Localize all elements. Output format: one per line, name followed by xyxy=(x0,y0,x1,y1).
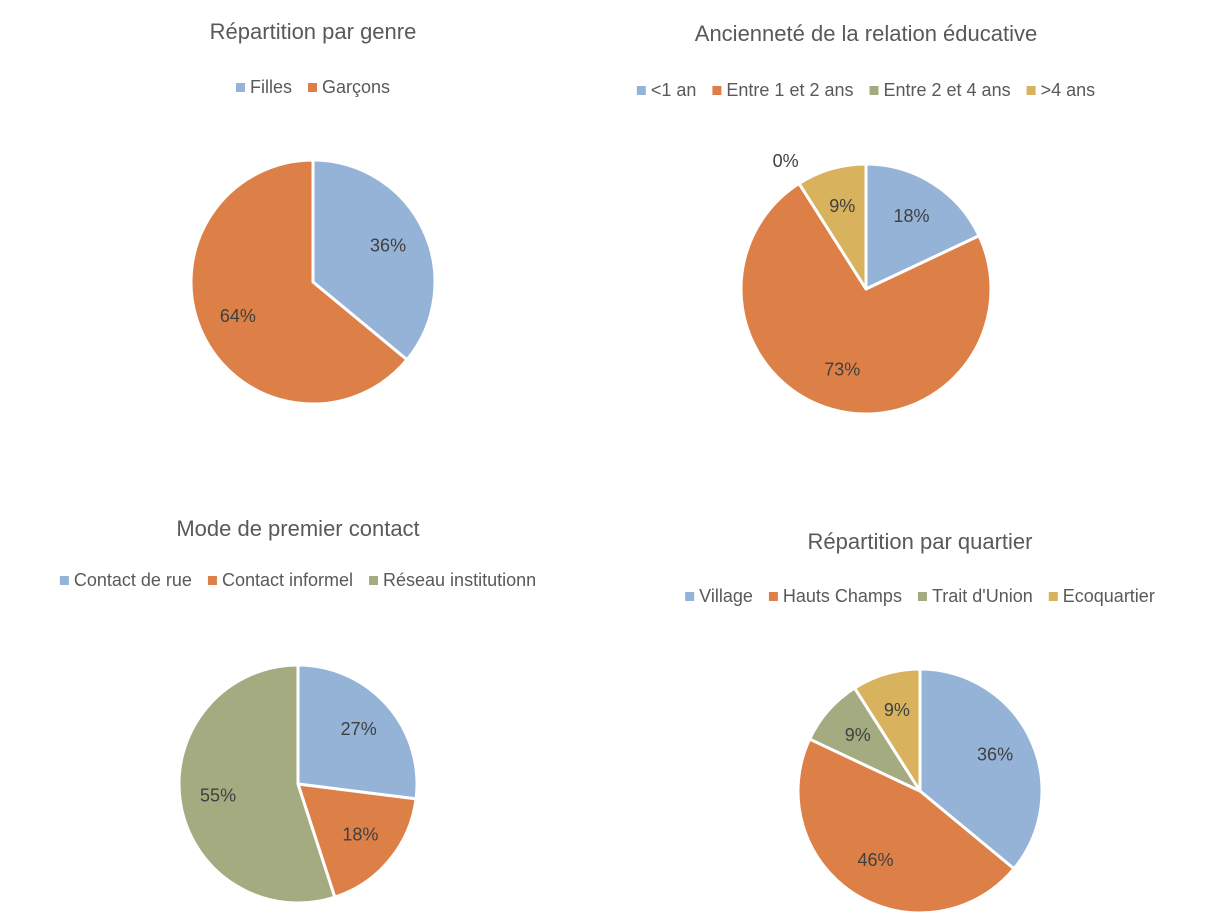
data-label: 27% xyxy=(341,719,377,739)
legend-label: Ecoquartier xyxy=(1063,586,1155,606)
data-label: 9% xyxy=(829,196,855,216)
chart-title: Répartition par genre xyxy=(210,19,417,44)
chart-title: Mode de premier contact xyxy=(176,516,419,541)
legend-swatch xyxy=(917,592,927,601)
legend-swatch xyxy=(685,592,695,601)
legend-swatch xyxy=(207,576,217,585)
legend-label: Garçons xyxy=(322,77,390,97)
legend-swatch xyxy=(59,576,69,585)
legend-swatch xyxy=(636,86,646,95)
legend-swatch xyxy=(1048,592,1058,601)
pie-slice xyxy=(311,158,437,362)
pie-slice xyxy=(296,782,418,899)
legend-swatch xyxy=(768,592,778,601)
legend: Contact de rue Contact informel Réseau ins… xyxy=(59,570,536,590)
legend-label: Contact de rue xyxy=(74,570,192,590)
pie-slice xyxy=(296,663,419,801)
pie-slice xyxy=(853,667,922,793)
pie-slice xyxy=(189,158,409,406)
legend: Village Hauts Champs Trait d'Union Ecoquart… xyxy=(685,586,1155,606)
data-label: 73% xyxy=(824,359,860,379)
data-label: 55% xyxy=(200,785,236,805)
pie-slice xyxy=(177,663,337,905)
data-label: 64% xyxy=(220,306,256,326)
data-label: 36% xyxy=(977,744,1013,764)
data-label: 18% xyxy=(894,206,930,226)
data-label: 0% xyxy=(773,151,799,171)
data-label: 46% xyxy=(858,850,894,870)
chart-title: Ancienneté de la relation éducative xyxy=(695,21,1037,46)
chart-title: Répartition par quartier xyxy=(807,529,1032,554)
pie-slice xyxy=(739,181,993,416)
legend-swatch xyxy=(869,86,879,95)
legend-label: Hauts Champs xyxy=(783,586,902,606)
legend-label: Filles xyxy=(250,77,292,97)
legend-swatch xyxy=(1026,86,1036,95)
legend: <1 an Entre 1 et 2 ans Entre 2 et 4 ans >4 … xyxy=(636,80,1096,100)
legend-label: >4 ans xyxy=(1041,80,1096,100)
data-label: 36% xyxy=(370,235,406,255)
data-label: 18% xyxy=(342,824,378,844)
legend-label: Entre 2 et 4 ans xyxy=(884,80,1011,100)
legend-label: Réseau institutionn xyxy=(383,570,536,590)
legend-swatch xyxy=(712,86,722,95)
legend-label: Contact informel xyxy=(222,570,353,590)
legend-swatch xyxy=(369,576,379,585)
data-label: 9% xyxy=(884,700,910,720)
legend-label: Entre 1 et 2 ans xyxy=(726,80,853,100)
legend-swatch xyxy=(235,83,245,92)
data-label: 9% xyxy=(845,725,871,745)
pie-slice xyxy=(796,737,1016,914)
legend-swatch xyxy=(307,83,317,92)
legend-label: <1 an xyxy=(651,80,697,100)
legend: Filles Garçons xyxy=(235,77,390,97)
legend-label: Village xyxy=(699,586,753,606)
pie-slice xyxy=(797,162,868,291)
pie-slice xyxy=(918,667,1044,871)
pie-slice xyxy=(864,162,981,291)
legend-label: Trait d'Union xyxy=(932,586,1033,606)
